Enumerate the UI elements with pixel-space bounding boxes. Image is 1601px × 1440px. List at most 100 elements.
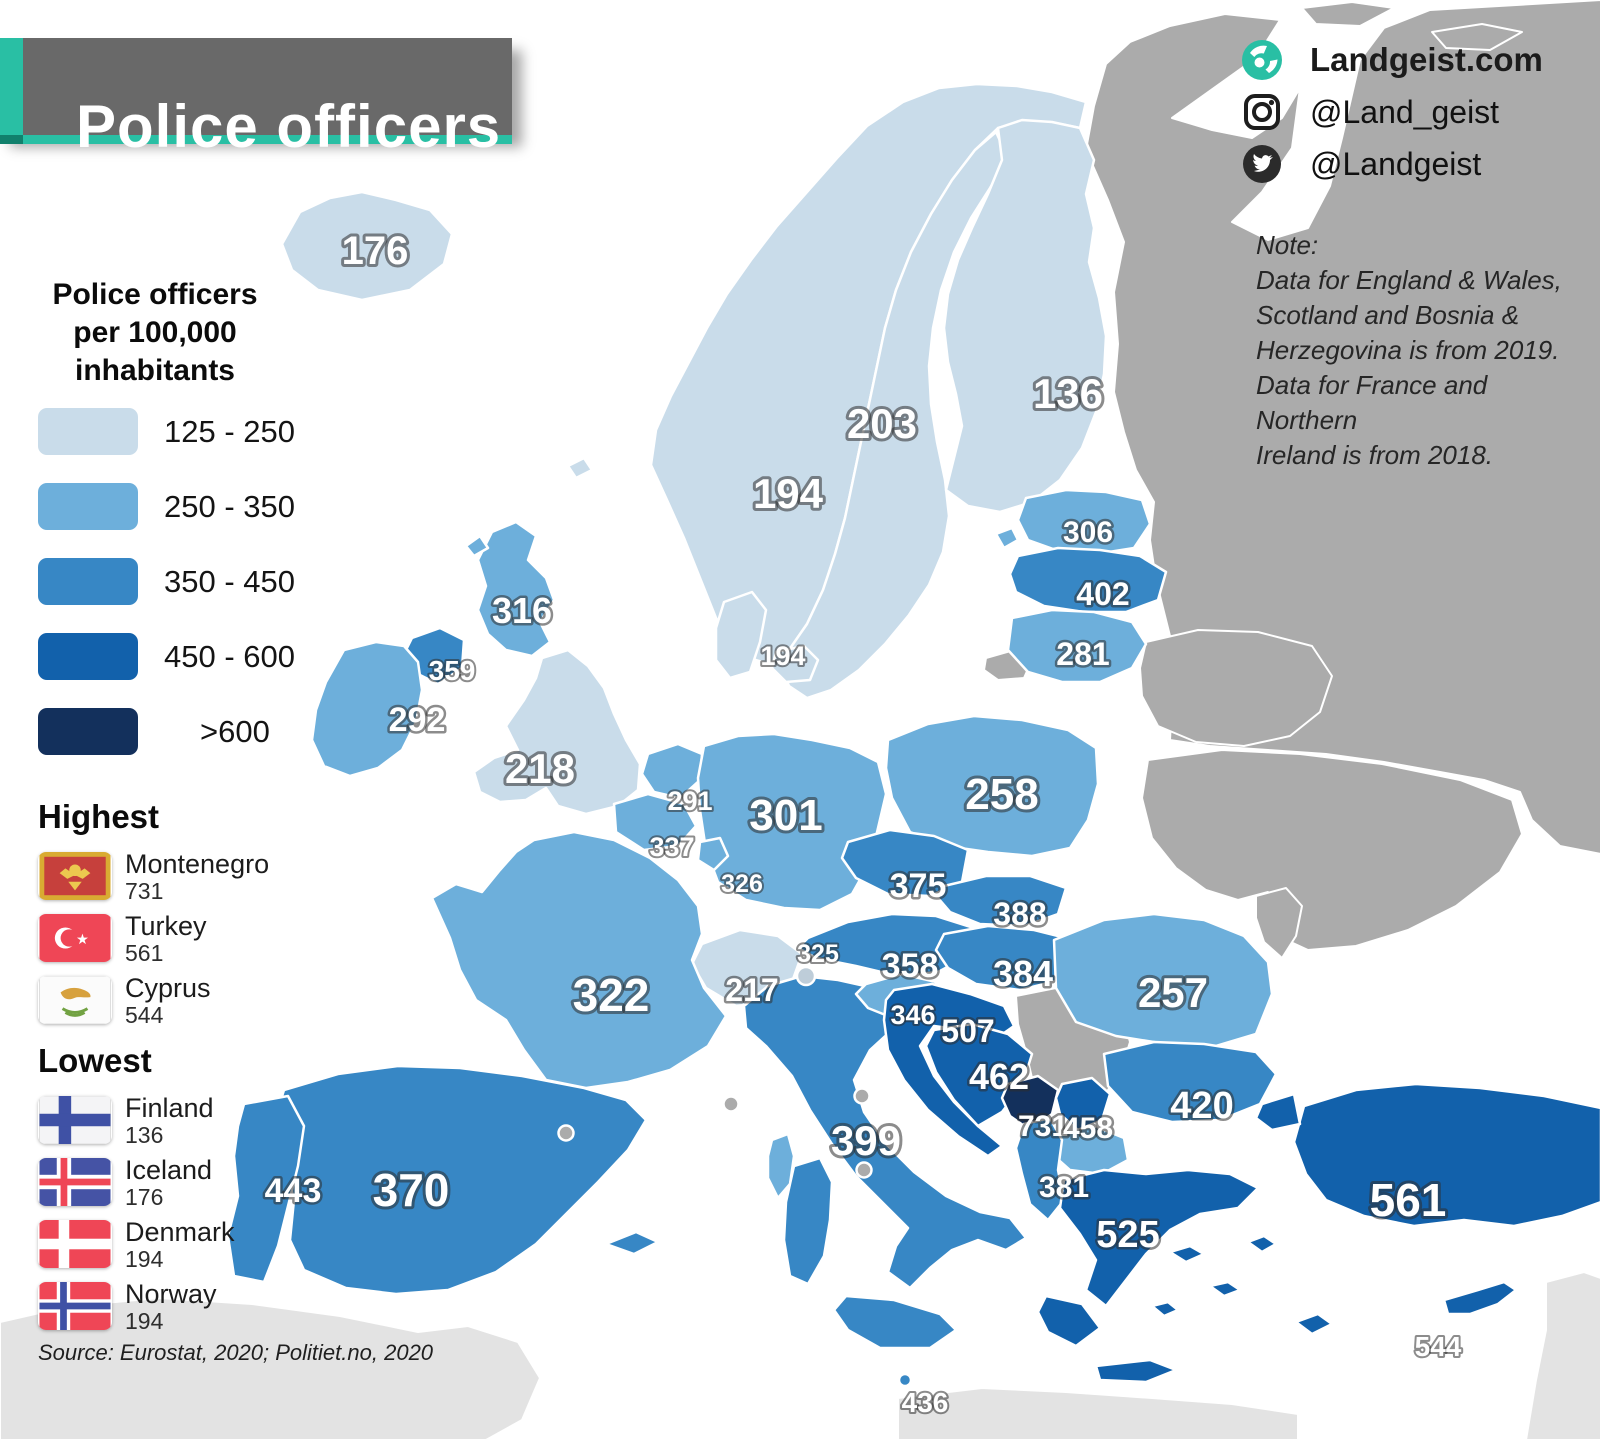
value-label-norway: 194 <box>753 470 824 517</box>
region-arctic-island-1 <box>1301 1 1395 27</box>
country-romania <box>1052 912 1274 1048</box>
value-label-romania: 257 <box>1138 969 1208 1016</box>
instagram-icon <box>1240 90 1284 134</box>
country-france <box>766 1132 796 1200</box>
legend-swatch <box>38 408 138 455</box>
value-label-montenegro: 731 <box>1018 1110 1068 1143</box>
value-label-sweden: 203 <box>847 400 917 447</box>
rank-text: Iceland 176 <box>125 1156 212 1209</box>
banner-accent-bar <box>0 38 23 135</box>
value-label-luxembourg: 326 <box>721 870 763 898</box>
value-label-portugal: 443 <box>265 1172 322 1210</box>
legend-row: 450 - 600 <box>38 633 295 680</box>
turkey-flag-icon: ★ <box>38 914 112 963</box>
legend-title-line: inhabitants <box>74 354 235 387</box>
country-greece <box>1294 1312 1334 1336</box>
value-label-france: 322 <box>573 969 650 1021</box>
country-denmark <box>770 644 820 684</box>
rank-country-name: Iceland <box>125 1154 213 1185</box>
country-italy <box>782 1156 834 1286</box>
value-label-poland: 258 <box>965 770 1038 819</box>
microstate-andorra <box>557 1124 575 1142</box>
twitter-handle: @Landgeist <box>1310 145 1482 182</box>
region-africa-west <box>0 1297 541 1440</box>
lowest-heading: Lowest <box>38 1042 152 1079</box>
source-text: Source: Eurostat, 2020; Politiet.no, 202… <box>38 1340 434 1365</box>
value-label-kosovo: 458 <box>1063 1112 1113 1145</box>
note-line: Scotland and Bosnia & <box>1256 300 1520 330</box>
value-label-slovenia: 346 <box>890 1000 935 1030</box>
rank-country-name: Cyprus <box>125 972 211 1003</box>
legend-swatch <box>38 483 138 530</box>
legend-row: >600 <box>38 708 295 755</box>
value-label-scotland: 316 <box>492 590 552 631</box>
country-luxembourg <box>696 836 730 872</box>
rank-country-value: 194 <box>125 1307 164 1334</box>
country-sweden <box>777 130 1010 700</box>
rank-country-name: Finland <box>125 1093 214 1123</box>
value-label-liechtenstein: 325 <box>797 940 839 968</box>
region-africa-east <box>897 1387 1299 1440</box>
value-label-germany: 301 <box>749 791 822 840</box>
value-label-bulgaria: 420 <box>1170 1085 1233 1127</box>
microstate-monaco <box>722 1095 740 1113</box>
svg-text:★: ★ <box>76 932 89 948</box>
rank-entry-finland: Finland 136 <box>38 1094 338 1147</box>
rank-country-value: 731 <box>125 877 164 904</box>
country-greece <box>1208 1280 1242 1298</box>
note-line: Note: <box>1256 230 1319 260</box>
value-label-slovakia: 388 <box>993 896 1046 932</box>
rank-entry-denmark: Denmark 194 <box>38 1218 338 1271</box>
lowest-entries: Finland 136 Iceland 176 Denmark 194 Norway 194 <box>38 1094 338 1333</box>
country-malta <box>897 1372 913 1388</box>
norway-flag-icon <box>38 1282 112 1331</box>
value-label-netherlands: 291 <box>667 786 712 816</box>
rank-country-value: 544 <box>125 1001 164 1028</box>
title-banner: Police officers <box>0 38 512 160</box>
region-ukraine <box>1141 749 1523 951</box>
lowest-section: Lowest Finland 136 Iceland 176 Denmark 194 Nor… <box>38 1042 338 1342</box>
country-netherlands <box>640 742 704 800</box>
rank-country-name: Montenegro <box>125 849 270 879</box>
microstate-san-marino <box>853 1087 871 1105</box>
country-greece <box>1246 1234 1278 1254</box>
rank-entry-turkey: ★ Turkey 561 <box>38 912 338 965</box>
value-label-n-ireland: 359 <box>429 655 476 686</box>
legend-swatch <box>38 633 138 680</box>
country-bulgaria <box>1102 1040 1278 1124</box>
banner-accent-corner <box>0 135 23 144</box>
value-label-hungary: 384 <box>993 953 1053 994</box>
value-label-ireland: 292 <box>389 701 446 739</box>
value-label-albania: 381 <box>1039 1171 1089 1204</box>
legend-label: 250 - 350 <box>164 488 295 524</box>
country-liechtenstein <box>795 965 817 987</box>
note-text: Note: Data for England & Wales, Scotland a… <box>1256 228 1586 473</box>
legend-label: 450 - 600 <box>164 638 295 674</box>
region-moldova <box>1255 887 1303 959</box>
rank-country-value: 136 <box>125 1121 164 1148</box>
landgeist-logo-icon <box>1240 38 1284 82</box>
legend-row: 350 - 450 <box>38 558 295 605</box>
rank-entry-iceland: Iceland 176 <box>38 1156 338 1209</box>
region-arctic-island-2 <box>1431 23 1523 51</box>
legend-swatch <box>38 708 138 755</box>
country-slovakia <box>936 874 1068 928</box>
rank-text: Turkey 561 <box>125 912 207 965</box>
value-label-austria: 358 <box>882 947 939 985</box>
microstate-vatican <box>855 1161 873 1179</box>
value-label-iceland: 176 <box>342 229 409 273</box>
iceland-flag-icon <box>38 1158 112 1207</box>
highest-heading: Highest <box>38 798 160 835</box>
country-iceland <box>280 190 454 302</box>
finland-flag-icon <box>38 1096 112 1145</box>
legend: 125 - 250 250 - 350 350 - 450 450 - 600 >600 <box>38 408 295 783</box>
value-label-latvia: 402 <box>1076 576 1129 612</box>
region-belarus <box>1139 629 1333 747</box>
rank-text: Finland 136 <box>125 1094 214 1147</box>
value-label-estonia: 306 <box>1063 516 1113 549</box>
country-greece <box>1036 1294 1102 1348</box>
country-england-wales <box>472 648 642 816</box>
country-turkey <box>1292 1082 1601 1228</box>
legend-title: Police officers per 100,000 inhabitants <box>30 276 280 390</box>
